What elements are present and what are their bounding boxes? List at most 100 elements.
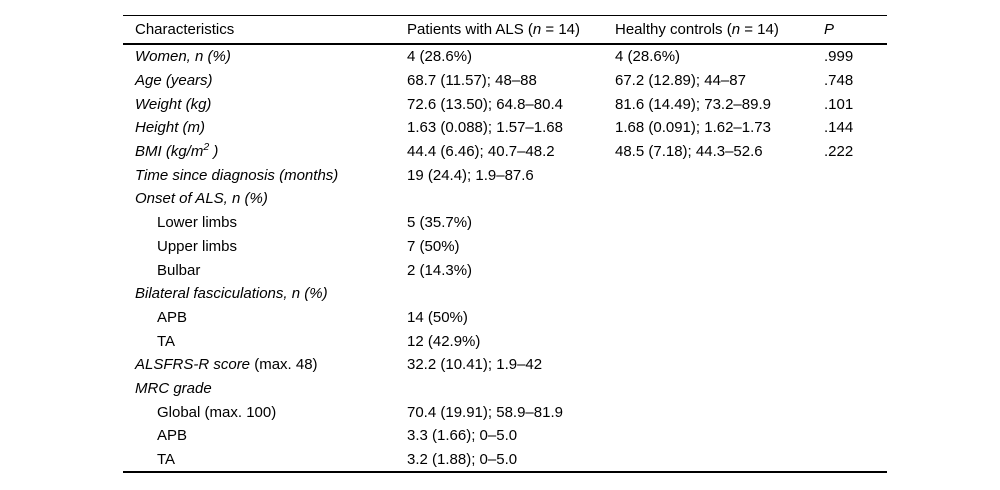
row-label: Lower limbs (123, 211, 407, 235)
row-label: ALSFRS-R score (max. 48) (123, 353, 407, 377)
cell-patients-als: 4 (28.6%) (407, 48, 473, 66)
cell-healthy-controls: 48.5 (7.18); 44.3–52.6 (615, 143, 763, 161)
cell-healthy-controls (615, 400, 824, 424)
table-row: Weight (kg) 72.6 (13.50); 64.8–80.4 81.6 (… (123, 92, 887, 116)
cell-p-value (824, 187, 887, 211)
text-segment: = 14) (740, 21, 779, 38)
text-segment: n (532, 21, 542, 38)
cell-p-value (824, 448, 887, 473)
cell-healthy-controls (615, 448, 824, 473)
row-label: Upper limbs (123, 235, 407, 259)
table-row: Onset of ALS, n (%) (123, 187, 887, 211)
cell-p-value: .999 (824, 48, 854, 66)
cell-healthy-controls: 67.2 (12.89); 44–87 (615, 72, 746, 90)
table-row: Time since diagnosis (months) 19 (24.4); … (123, 163, 887, 187)
table-row: TA 3.2 (1.88); 0–5.0 (123, 448, 887, 473)
cell-patients-als: 2 (14.3%) (407, 261, 473, 279)
table-row: APB 14 (50%) (123, 306, 887, 330)
cell-healthy-controls (615, 306, 824, 330)
text-segment: ) (209, 143, 219, 161)
cell-healthy-controls: 4 (28.6%) (615, 48, 681, 66)
cell-healthy-controls (615, 187, 824, 211)
cell-patients-als (407, 187, 615, 211)
row-label: TA (123, 448, 407, 473)
row-label: Onset of ALS, n (%) (123, 187, 407, 211)
cell-healthy-controls (615, 163, 824, 187)
text-segment: BMI (kg/m (135, 143, 204, 161)
cell-patients-als: 68.7 (11.57); 48–88 (407, 72, 537, 90)
row-label: Bulbar (123, 258, 407, 282)
text-segment: 2 (203, 141, 210, 154)
table-row: Age (years) 68.7 (11.57); 48–88 67.2 (12.8… (123, 69, 887, 93)
cell-p-value (824, 258, 887, 282)
row-label: APB (123, 424, 407, 448)
cell-patients-als: 44.4 (6.46); 40.7–48.2 (407, 143, 555, 161)
cell-p-value (824, 353, 887, 377)
cell-p-value: .748 (824, 72, 854, 90)
cell-patients-als: 3.3 (1.66); 0–5.0 (407, 427, 518, 445)
text-segment: Onset of ALS, n (%) (135, 190, 268, 208)
cell-healthy-controls (615, 235, 824, 259)
cell-healthy-controls: 81.6 (14.49); 73.2–89.9 (615, 95, 771, 113)
row-label: MRC grade (123, 377, 407, 401)
table-header: Characteristics Patients with ALS (n = 14… (123, 16, 887, 45)
header-row: Characteristics Patients with ALS (n = 14… (123, 16, 887, 45)
cell-patients-als: 12 (42.9%) (407, 332, 481, 350)
cell-patients-als (407, 377, 615, 401)
row-label: APB (123, 306, 407, 330)
table-row: Women, n (%) 4 (28.6%) 4 (28.6%) .999 (123, 44, 887, 69)
row-label: Women, n (%) (123, 44, 407, 69)
cell-p-value: .144 (824, 119, 854, 137)
row-label: Global (max. 100) (123, 400, 407, 424)
column-header-healthy-controls: Healthy controls (n = 14) (615, 16, 824, 45)
text-segment: P (824, 21, 835, 38)
cell-healthy-controls (615, 258, 824, 282)
cell-p-value (824, 235, 887, 259)
column-header-characteristics: Characteristics (123, 16, 407, 45)
cell-patients-als: 70.4 (19.91); 58.9–81.9 (407, 403, 563, 421)
table-row: Bulbar 2 (14.3%) (123, 258, 887, 282)
text-segment: APB (157, 427, 188, 445)
text-segment: = 14) (541, 21, 581, 38)
table-row: MRC grade (123, 377, 887, 401)
cell-patients-als: 72.6 (13.50); 64.8–80.4 (407, 95, 563, 113)
cell-healthy-controls (615, 424, 824, 448)
table-row: ALSFRS-R score (max. 48) 32.2 (10.41); 1.… (123, 353, 887, 377)
cell-healthy-controls (615, 329, 824, 353)
table-row: BMI (kg/m2 ) 44.4 (6.46); 40.7–48.2 48.5 (… (123, 140, 887, 164)
row-label: Height (m) (123, 116, 407, 140)
table-row: Global (max. 100) 70.4 (19.91); 58.9–81.9 (123, 400, 887, 424)
row-label: Time since diagnosis (months) (123, 163, 407, 187)
text-segment: Patients with ALS ( (407, 21, 533, 38)
cell-p-value (824, 424, 887, 448)
cell-patients-als: 3.2 (1.88); 0–5.0 (407, 451, 518, 469)
text-segment: Age (years) (135, 72, 213, 90)
table-row: Bilateral fasciculations, n (%) (123, 282, 887, 306)
text-segment: MRC grade (135, 379, 212, 397)
text-segment: Time since diagnosis (months) (135, 166, 339, 184)
text-segment: Global (max. 100) (157, 403, 277, 421)
row-label: Bilateral fasciculations, n (%) (123, 282, 407, 306)
cell-healthy-controls (615, 282, 824, 306)
cell-patients-als: 32.2 (10.41); 1.9–42 (407, 356, 543, 374)
text-segment: Height (m) (135, 119, 206, 137)
cell-p-value: .101 (824, 95, 854, 113)
cell-patients-als: 7 (50%) (407, 237, 460, 255)
table-row: TA 12 (42.9%) (123, 329, 887, 353)
text-segment: n (731, 21, 741, 38)
column-header-p-value: P (824, 16, 887, 45)
cell-p-value (824, 377, 887, 401)
table-row: Lower limbs 5 (35.7%) (123, 211, 887, 235)
text-segment: Women, n (%) (135, 48, 231, 66)
text-segment: Weight (kg) (135, 95, 212, 113)
text-segment: Bulbar (157, 261, 201, 279)
row-label: Weight (kg) (123, 92, 407, 116)
cell-healthy-controls (615, 211, 824, 235)
table-row: Height (m) 1.63 (0.088); 1.57–1.68 1.68 (0… (123, 116, 887, 140)
cell-patients-als: 1.63 (0.088); 1.57–1.68 (407, 119, 563, 137)
cell-p-value: .222 (824, 143, 854, 161)
cell-patients-als: 19 (24.4); 1.9–87.6 (407, 166, 534, 184)
text-segment: Healthy controls ( (615, 21, 732, 38)
table-row: Upper limbs 7 (50%) (123, 235, 887, 259)
column-header-patients-als: Patients with ALS (n = 14) (407, 16, 615, 45)
